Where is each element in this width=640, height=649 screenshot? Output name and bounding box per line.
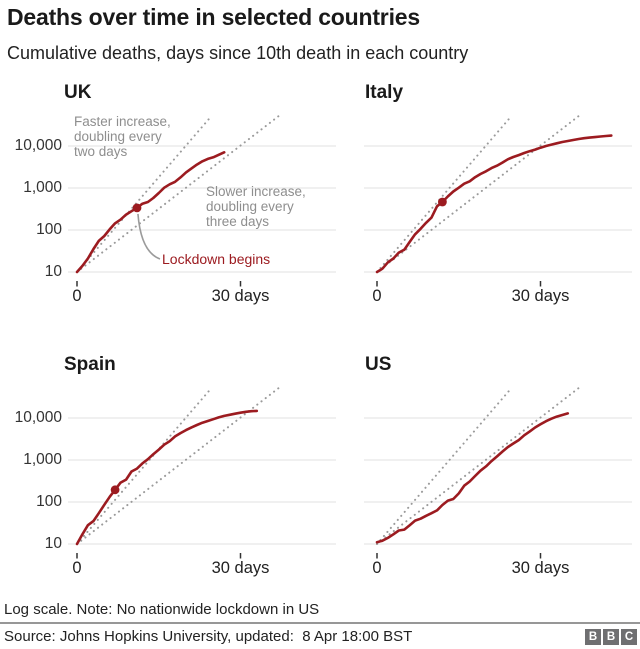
page-subtitle: Cumulative deaths, days since 10th death… [7, 43, 469, 63]
panel-title: US [365, 354, 392, 375]
chart-panel-spain: Spain 10,000 1,000 100 10 0 30 days [0, 352, 336, 597]
lockdown-marker [438, 197, 447, 207]
y-axis-label: 100 [36, 221, 62, 238]
panel-title: Spain [64, 354, 116, 375]
doubling-guide-3d [76, 387, 280, 545]
x-axis-label-zero: 0 [72, 559, 82, 577]
lockdown-marker [110, 485, 120, 495]
doubling-guide-2d [376, 115, 513, 273]
chart-panel-us: US 0 30 days [335, 352, 640, 597]
y-axis-label: 1,000 [23, 179, 62, 196]
bbc-logo-block: B [603, 629, 619, 645]
lockdown-connector-line [137, 213, 161, 260]
x-axis-label-thirty: 30 days [211, 287, 270, 305]
doubling-guide-2d [76, 387, 213, 545]
panel-title: Italy [365, 82, 404, 103]
x-axis-label-thirty: 30 days [511, 287, 570, 305]
lockdown-marker [132, 203, 142, 213]
y-axis-label: 1,000 [23, 451, 62, 468]
x-axis-label-thirty: 30 days [511, 559, 570, 577]
doubling-guide-3d [376, 115, 580, 273]
annotation-lockdown-begins: Lockdown begins [162, 251, 271, 267]
footer-note: Log scale. Note: No nationwide lockdown … [4, 601, 320, 618]
annotation-faster-increase: Faster increase, doubling every two days [74, 114, 171, 159]
y-axis-label: 10 [44, 535, 62, 552]
plot-italy [364, 115, 632, 287]
x-axis-label-thirty: 30 days [211, 559, 270, 577]
footer-divider [0, 622, 640, 624]
y-axis-label: 10,000 [14, 137, 62, 154]
plot-us [364, 387, 632, 559]
x-axis-label-zero: 0 [372, 287, 382, 305]
y-axis-label: 10 [44, 263, 62, 280]
plot-spain [68, 387, 336, 559]
chart-panel-italy: Italy 0 30 days [335, 80, 640, 325]
deaths-line [375, 412, 570, 544]
deaths-line [75, 151, 226, 274]
bbc-logo: B B C [585, 629, 637, 645]
deaths-line [75, 409, 259, 546]
panel-title: UK [64, 82, 92, 103]
y-axis-label: 10,000 [14, 409, 62, 426]
doubling-guide-3d [76, 115, 280, 273]
y-axis-label: 100 [36, 493, 62, 510]
bbc-logo-block: B [585, 629, 601, 645]
x-axis-label-zero: 0 [372, 559, 382, 577]
bbc-logo-block: C [621, 629, 637, 645]
doubling-guide-2d [376, 387, 513, 545]
annotation-slower-increase: Slower increase, doubling every three da… [206, 184, 306, 229]
x-axis-label-zero: 0 [72, 287, 82, 305]
doubling-guide-3d [376, 387, 580, 545]
source-text: Source: Johns Hopkins University, update… [4, 628, 413, 645]
page-title: Deaths over time in selected countries [7, 4, 420, 30]
deaths-line [375, 134, 613, 274]
chart-panel-uk: UK 10,000 1,000 100 10 0 30 days Faster inc… [0, 80, 336, 325]
plot-uk [68, 115, 336, 287]
